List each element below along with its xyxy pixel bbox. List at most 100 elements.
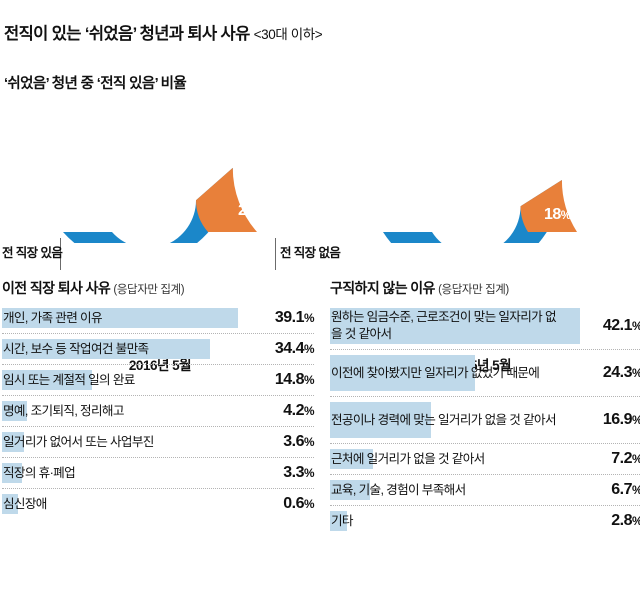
panel-header-note: (응답자만 집계) (113, 284, 185, 296)
row-bar (330, 511, 347, 531)
row-label: 근처에 일거리가 없을 것 같아서 (331, 451, 485, 466)
row-bar (330, 355, 475, 391)
donut-value-orange-2016: 23% (238, 202, 265, 219)
row-value: 6.7% (566, 481, 640, 499)
table-row[interactable]: 명예, 조기퇴직, 정리해고 4.2% (2, 395, 315, 426)
table-row-inner: 근처에 일거리가 없을 것 같아서 7.2% (330, 449, 640, 469)
row-value: 42.1% (566, 317, 640, 335)
row-label: 개인, 가족 관련 이유 (3, 310, 103, 325)
donut-segment-orange-2025 (520, 180, 577, 232)
table-row[interactable]: 시간, 보수 등 작업여건 불만족 34.4% (2, 333, 315, 364)
row-value-unit: % (632, 514, 640, 528)
row-value-number: 16.9 (602, 411, 633, 428)
row-value-number: 6.7 (611, 481, 632, 498)
row-label: 교육, 기술, 경험이 부족해서 (331, 482, 466, 497)
table-row[interactable]: 전공이나 경력에 맞는 일거리가 없을 것 같아서 16.9% (330, 396, 640, 443)
donut-chart-2016: 전 직장 있음 전 직장 없음 77% 23% 2016년 5월 (0, 118, 341, 373)
section-subtitle: ‘쉬었음’ 청년 중 ‘전직 있음’ 비율 (4, 76, 187, 92)
table-row[interactable]: 교육, 기술, 경험이 부족해서 6.7% (330, 474, 640, 505)
table-row[interactable]: 심신장애 0.6% (2, 488, 315, 519)
table-row-inner: 직장의 휴·폐업 3.3% (2, 463, 315, 483)
row-value: 7.2% (566, 450, 640, 468)
table-row-inner: 임시 또는 계절적 일의 완료 14.8% (2, 370, 315, 390)
table-row[interactable]: 근처에 일거리가 없을 것 같아서 7.2% (330, 443, 640, 474)
donut-segment-blue-2025 (383, 180, 562, 243)
donut-chart-2025: 82% 18% 2025년 5월 (320, 118, 640, 373)
table-row[interactable]: 개인, 가족 관련 이유 39.1% (2, 303, 315, 333)
row-value: 34.4% (240, 340, 315, 358)
table-row-inner: 이전에 찾아봤지만 일자리가 없었기 때문에 24.3% (330, 355, 640, 391)
row-bar (330, 402, 431, 438)
row-value-number: 42.1 (602, 317, 633, 334)
row-bar (2, 401, 28, 421)
row-bar (330, 308, 580, 344)
table-row-inner: 심신장애 0.6% (2, 494, 315, 514)
row-value-unit: % (303, 435, 315, 449)
panel-header-title: 구직하지 않는 이유 (330, 280, 435, 296)
donut-value-orange-2025: 18% (544, 206, 571, 223)
row-value-number: 7.2 (611, 450, 632, 467)
row-value: 4.2% (240, 402, 314, 420)
row-value-number: 24.3 (602, 364, 633, 381)
table-row-inner: 원하는 임금수준, 근로조건이 맞는 일자리가 없을 것 같아서 42.1% (330, 308, 640, 344)
table-row[interactable]: 원하는 임금수준, 근로조건이 맞는 일자리가 없을 것 같아서 42.1% (330, 303, 640, 349)
row-value-number: 4.2 (283, 402, 304, 419)
row-value-unit: % (632, 413, 640, 427)
panel-exit-reasons: 이전 직장 퇴사 사유 (응답자만 집계) 개인, 가족 관련 이유 39.1% 시… (2, 278, 315, 519)
row-label: 이전에 찾아봤지만 일자리가 없었기 때문에 (331, 365, 540, 380)
page-title-text: 전직이 있는 ‘쉬었음’ 청년과 퇴사 사유 (4, 25, 250, 43)
donut-segment-blue-2016 (63, 167, 233, 243)
row-value-unit: % (632, 366, 640, 380)
donut-svg-2025 (383, 180, 577, 243)
row-label: 기타 (331, 513, 354, 528)
table-row-inner: 일거리가 없어서 또는 사업부진 3.6% (2, 432, 315, 452)
row-label: 일거리가 없어서 또는 사업부진 (3, 434, 154, 449)
table-row[interactable]: 임시 또는 계절적 일의 완료 14.8% (2, 364, 315, 395)
row-value-number: 14.8 (274, 371, 305, 388)
row-value-unit: % (303, 404, 315, 418)
row-value-number: 34.4 (274, 340, 305, 357)
row-bar (330, 449, 373, 469)
row-value: 24.3% (566, 364, 640, 382)
row-value-unit: % (303, 342, 315, 356)
row-bar (2, 494, 18, 514)
row-label: 임시 또는 계절적 일의 완료 (3, 372, 135, 387)
table-row-inner: 전공이나 경력에 맞는 일거리가 없을 것 같아서 16.9% (330, 402, 640, 438)
row-label: 직장의 휴·폐업 (3, 465, 76, 480)
page-title: 전직이 있는 ‘쉬었음’ 청년과 퇴사 사유 <30대 이하> (4, 20, 323, 44)
table-row[interactable]: 일거리가 없어서 또는 사업부진 3.6% (2, 426, 315, 457)
panel-header-exit-reasons: 이전 직장 퇴사 사유 (응답자만 집계) (2, 278, 314, 298)
row-value-number: 0.6 (283, 495, 304, 512)
row-label: 시간, 보수 등 작업여건 불만족 (3, 341, 149, 356)
row-value: 14.8% (240, 371, 315, 389)
row-value-unit: % (632, 319, 640, 333)
table-row-inner: 개인, 가족 관련 이유 39.1% (2, 308, 315, 328)
callout-line-left-2016 (60, 238, 61, 270)
row-bar (2, 463, 22, 483)
page-title-scope: <30대 이하> (253, 27, 323, 42)
row-value: 2.8% (566, 512, 640, 530)
donut-value-blue-2016: 77% (138, 146, 170, 167)
callout-label-prev-job-yes: 전 직장 있음 (2, 246, 63, 260)
row-value: 3.3% (240, 464, 314, 482)
row-label: 원하는 임금수준, 근로조건이 맞는 일자리가 없을 것 같아서 (331, 310, 557, 341)
row-value-unit: % (632, 483, 640, 497)
table-row[interactable]: 이전에 찾아봤지만 일자리가 없었기 때문에 24.3% (330, 349, 640, 396)
table-row[interactable]: 직장의 휴·폐업 3.3% (2, 457, 315, 488)
panel-header-title: 이전 직장 퇴사 사유 (2, 280, 111, 296)
table-row[interactable]: 기타 2.8% (330, 505, 640, 536)
row-value-number: 2.8 (611, 512, 632, 529)
row-value-unit: % (303, 497, 315, 511)
panel-header-not-seeking: 구직하지 않는 이유 (응답자만 집계) (330, 278, 640, 298)
row-value-unit: % (303, 466, 315, 480)
table-row-inner: 교육, 기술, 경험이 부족해서 6.7% (330, 480, 640, 500)
callout-label-prev-job-no: 전 직장 없음 (280, 246, 341, 260)
donut-segment-orange-2016 (196, 167, 257, 232)
table-exit-reasons: 개인, 가족 관련 이유 39.1% 시간, 보수 등 작업여건 불만족 34.4% 임… (2, 303, 315, 519)
row-value: 0.6% (240, 495, 314, 513)
panel-header-note: (응답자만 집계) (438, 284, 509, 296)
table-row-inner: 기타 2.8% (330, 511, 640, 531)
row-value-unit: % (632, 452, 640, 466)
row-value: 16.9% (566, 411, 640, 429)
